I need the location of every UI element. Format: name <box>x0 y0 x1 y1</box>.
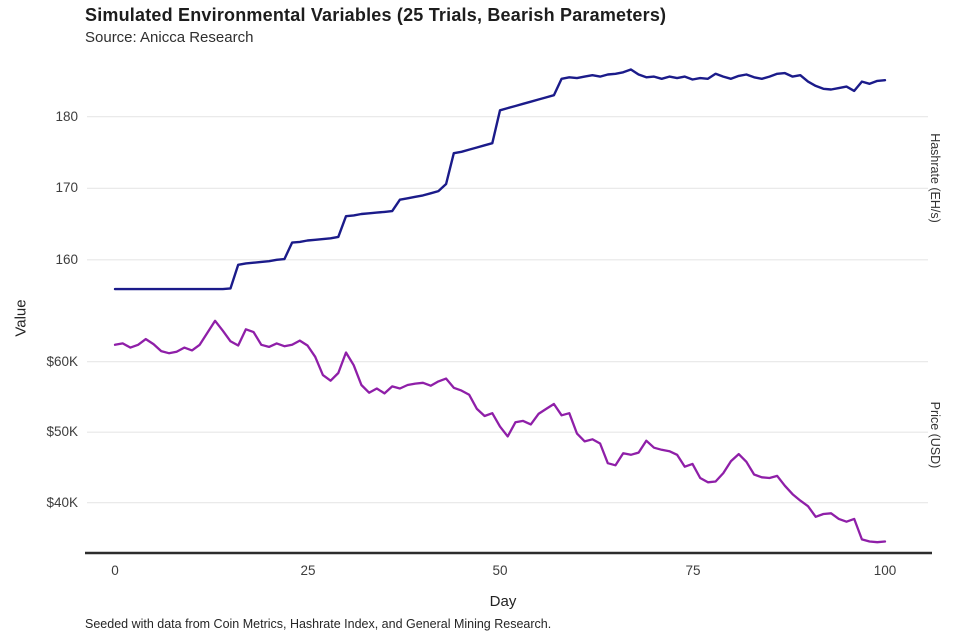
hashrate-tick-label: 160 <box>55 252 78 267</box>
series-line-hashrate <box>113 68 887 291</box>
price-tick-label: $50K <box>46 424 78 439</box>
price-tick-label: $60K <box>46 354 78 369</box>
x-axis-label: Day <box>489 593 517 610</box>
chart-title: Simulated Environmental Variables (25 Tr… <box>85 5 667 25</box>
x-tick-label: 25 <box>300 563 316 578</box>
x-tick-label: 0 <box>111 563 119 578</box>
source-footnote: Seeded with data from Coin Metrics, Hash… <box>85 617 552 631</box>
series-line-price <box>113 319 887 544</box>
y-axis-label: Value <box>12 299 30 337</box>
hashrate-axis-label: Hashrate (EH/s) <box>928 133 942 223</box>
x-tick-label: 100 <box>873 563 897 578</box>
chart-subtitle: Source: Anicca Research <box>85 29 254 46</box>
x-tick-label: 50 <box>492 563 508 578</box>
price-axis-label: Price (USD) <box>928 401 942 469</box>
hashrate-tick-label: 180 <box>55 109 78 124</box>
price-tick-label: $40K <box>46 495 78 510</box>
hashrate-tick-label: 170 <box>55 180 78 195</box>
x-tick-label: 75 <box>685 563 701 578</box>
